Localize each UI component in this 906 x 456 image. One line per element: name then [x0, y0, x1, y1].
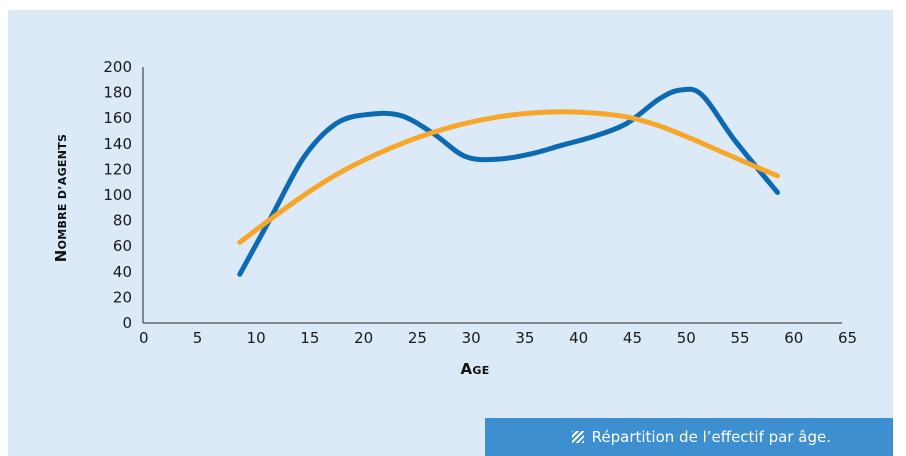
y-tick-label: 200	[103, 58, 132, 76]
x-tick-label: 45	[623, 329, 642, 347]
y-tick-label: 40	[113, 263, 132, 281]
y-tick-label: 100	[103, 186, 132, 204]
x-tick-label: 0	[139, 329, 149, 347]
x-tick-labels: 0 5 10 15 20 25 30 35 40 45 50 55 60 65	[139, 329, 857, 347]
axes	[142, 67, 842, 324]
series-layer	[237, 86, 780, 277]
y-tick-label: 20	[113, 288, 132, 306]
x-tick-label: 10	[247, 329, 266, 347]
x-tick-label: 15	[300, 329, 319, 347]
x-tick-label: 40	[569, 329, 588, 347]
series-line-2	[237, 109, 780, 245]
series-line-1	[237, 86, 780, 277]
x-tick-label: 30	[462, 329, 481, 347]
y-tick-label: 80	[113, 212, 132, 230]
x-tick-label: 55	[730, 329, 749, 347]
y-tick-label: 60	[113, 237, 132, 255]
x-tick-label: 60	[784, 329, 803, 347]
y-tick-label: 120	[103, 160, 132, 178]
x-tick-label: 20	[354, 329, 373, 347]
x-tick-label: 25	[408, 329, 427, 347]
caption-bar: Répartition de l’effectif par âge.	[485, 418, 893, 456]
hatched-square-icon	[571, 431, 584, 443]
chart-panel	[8, 10, 893, 456]
y-tick-label: 0	[122, 314, 132, 332]
y-tick-labels: 0 20 40 60 80 100 120 140 160 180 200	[103, 58, 132, 332]
x-tick-label: 65	[838, 329, 857, 347]
x-tick-label: 5	[193, 329, 203, 347]
caption-text: Répartition de l’effectif par âge.	[591, 428, 831, 446]
y-tick-label: 140	[103, 135, 132, 153]
x-axis-title: AGE	[460, 360, 489, 378]
y-tick-label: 180	[103, 84, 132, 102]
x-tick-label: 35	[515, 329, 534, 347]
y-tick-label: 160	[103, 109, 132, 127]
x-tick-label: 50	[677, 329, 696, 347]
y-axis-title: NOMBRE D’AGENTS	[52, 134, 70, 263]
